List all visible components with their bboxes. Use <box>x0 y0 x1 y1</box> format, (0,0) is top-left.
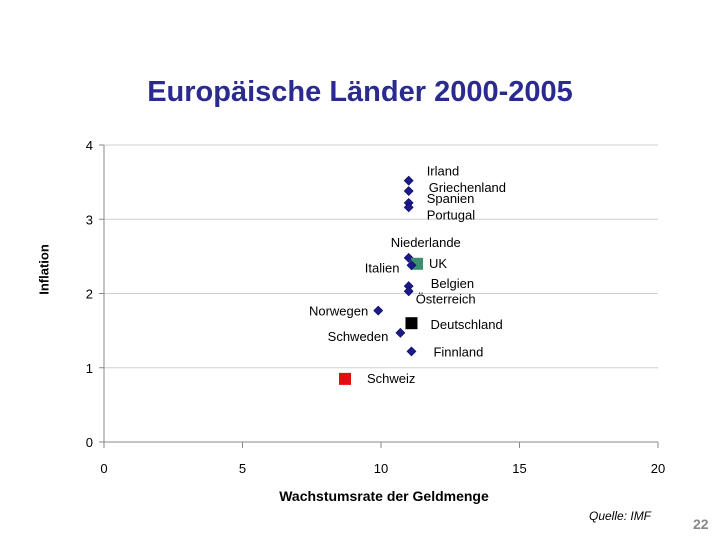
x-tick-label: 20 <box>651 461 665 476</box>
y-axis-label: Inflation <box>36 244 52 295</box>
point-griechenland <box>403 186 414 196</box>
x-tick-label: 5 <box>239 461 246 476</box>
point-österreich <box>403 286 414 297</box>
point-finnland <box>406 346 417 357</box>
x-tick-label: 0 <box>100 461 107 476</box>
label-schweiz: Schweiz <box>367 371 415 386</box>
label-deutschland: Deutschland <box>430 317 502 332</box>
label-italien: Italien <box>365 260 400 275</box>
label-spanien: Spanien <box>427 191 475 206</box>
point-portugal <box>403 202 414 213</box>
chart-title: Europäische Länder 2000-2005 <box>147 76 573 108</box>
source-note: Quelle: IMF <box>589 509 652 523</box>
point-italien <box>406 260 417 271</box>
point-deutschland <box>405 317 418 330</box>
label-schweden: Schweden <box>328 329 389 344</box>
point-schweden <box>395 327 406 338</box>
page-number: 22 <box>693 516 709 532</box>
y-tick-label: 4 <box>86 138 93 153</box>
y-tick-label: 3 <box>86 212 93 227</box>
y-tick-label: 0 <box>86 435 93 450</box>
x-tick-label: 15 <box>512 461 526 476</box>
y-tick-label: 1 <box>86 361 93 376</box>
point-irland <box>403 175 414 186</box>
grid-layer <box>104 144 658 369</box>
axis-layer <box>99 144 659 448</box>
label-belgien: Belgien <box>431 276 474 291</box>
label-griechenland: Griechenland <box>429 180 506 195</box>
y-tick-label: 2 <box>86 287 93 302</box>
label-portugal: Portugal <box>427 207 476 222</box>
data-points <box>338 175 424 385</box>
label-österreich: Österreich <box>416 291 476 306</box>
label-finnland: Finnland <box>433 344 483 359</box>
x-axis-label: Wachstumsrate der Geldmenge <box>279 488 489 504</box>
label-irland: Irland <box>427 164 460 179</box>
tick-labels: 0 1 2 3 4 0 5 10 15 20 <box>86 138 665 476</box>
point-niederlande <box>403 252 414 263</box>
label-niederlande: Niederlande <box>391 235 461 250</box>
point-norwegen <box>373 305 384 316</box>
x-tick-label: 10 <box>374 461 388 476</box>
label-norwegen: Norwegen <box>309 304 368 319</box>
point-schweiz <box>338 372 351 385</box>
label-uk: UK <box>429 256 447 271</box>
